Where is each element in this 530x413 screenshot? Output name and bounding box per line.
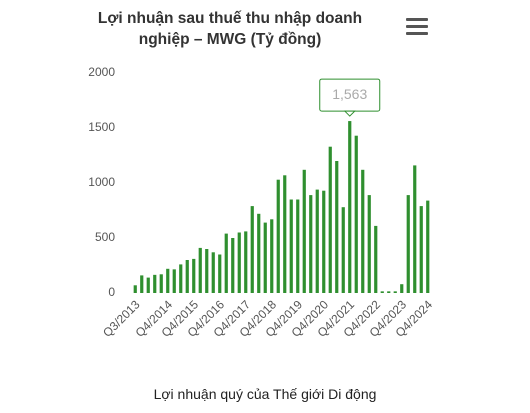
bar: [166, 268, 170, 293]
chart: 0500100015002000Q3/2013Q4/2014Q4/2015Q4/…: [88, 65, 435, 340]
bar: [400, 284, 404, 293]
y-tick-label: 500: [95, 230, 115, 244]
y-tick-label: 1000: [88, 175, 115, 189]
bar: [406, 195, 410, 293]
bar: [218, 254, 222, 293]
caption: Lợi nhuận quý của Thế giới Di động: [153, 386, 377, 402]
y-tick-label: 2000: [88, 65, 115, 79]
bar: [179, 264, 183, 293]
bar: [140, 275, 144, 293]
bar: [276, 179, 280, 293]
y-tick-label: 1500: [88, 120, 115, 134]
bar: [393, 291, 397, 293]
bar: [380, 291, 384, 293]
bar: [153, 274, 157, 293]
bar: [231, 238, 235, 293]
chart-title: Lợi nhuận sau thuế thu nhập doanh nghiệp…: [97, 10, 363, 48]
bar: [289, 199, 293, 293]
bar: [419, 206, 423, 293]
bar: [205, 249, 209, 293]
bar: [159, 274, 163, 293]
bar: [341, 207, 345, 293]
bar: [198, 247, 202, 293]
bar: [257, 213, 261, 293]
bar: [244, 231, 248, 293]
bar: [361, 169, 365, 293]
bar: [426, 200, 430, 293]
bar: [328, 146, 332, 293]
bar: [133, 285, 137, 293]
bar: [413, 165, 417, 293]
bar: [322, 190, 326, 293]
bar: [309, 195, 313, 293]
bar: [172, 269, 176, 293]
bar: [315, 189, 319, 293]
tooltip-pointer: [343, 110, 356, 117]
data-label: 1,563: [332, 86, 367, 102]
bar: [192, 258, 196, 293]
bar: [374, 225, 378, 293]
bar: [387, 291, 391, 293]
bar: [354, 135, 358, 293]
bar: [283, 175, 287, 293]
bar: [237, 232, 241, 293]
bar: [211, 252, 215, 293]
menu-button[interactable]: [406, 18, 428, 36]
bar: [296, 199, 300, 293]
y-tick-label: 0: [108, 285, 115, 299]
bar: [335, 161, 339, 293]
bar: [302, 169, 306, 293]
bar: [270, 219, 274, 293]
bar: [224, 233, 228, 293]
bar: [263, 222, 267, 293]
bar: [250, 206, 254, 293]
bar: [146, 277, 150, 293]
bar: [185, 260, 189, 293]
bar: [367, 195, 371, 293]
bar: [348, 121, 352, 293]
